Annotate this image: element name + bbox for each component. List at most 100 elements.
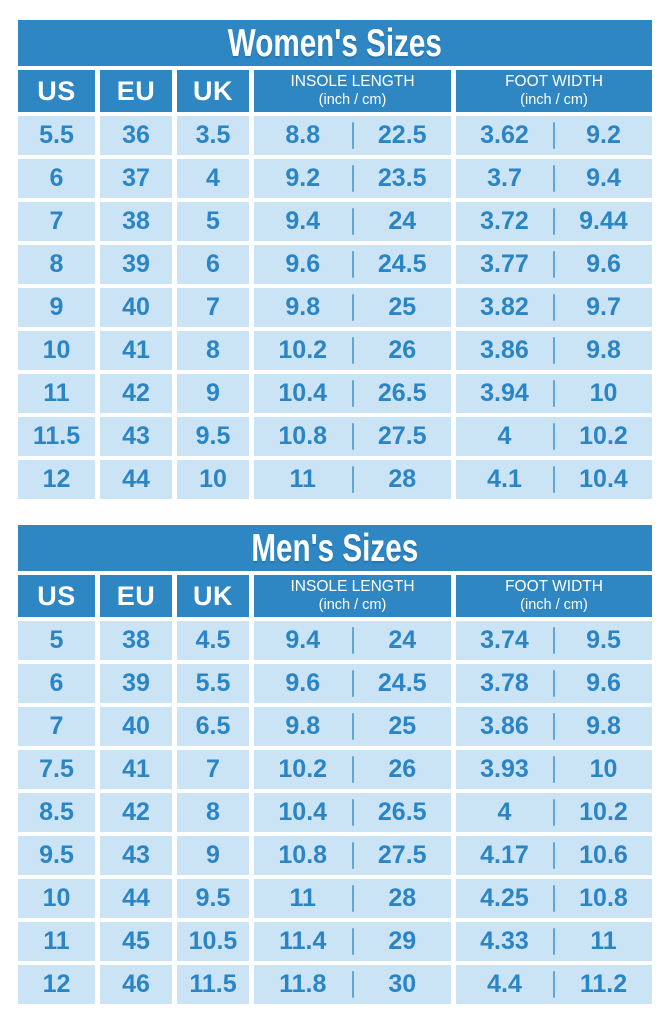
uk-size-cell: 3.5 [177,116,249,155]
uk-size-cell: 9 [177,836,249,875]
us-size-cell-value: 5 [49,626,64,654]
eu-size-cell-value: 43 [122,422,150,450]
insole-length-cell-inch-value: 10.2 [278,336,328,364]
eu-size-cell-value: 41 [122,755,150,783]
foot-width-cell: 4.1 10.4 [456,460,652,499]
unit-divider [351,713,354,740]
unit-divider [553,627,555,654]
foot-width-cell-inch-value: 4.33 [480,927,529,955]
insole-length-cell-cm-value: 24 [388,626,417,654]
insole-length-cell-cm-value: 29 [388,927,417,955]
unit-divider [553,337,555,364]
eu-size-cell-value: 40 [122,712,150,740]
uk-size-cell: 9.5 [177,417,249,456]
uk-size-cell-value: 6.5 [195,712,231,740]
us-size-cell-value: 6 [49,164,64,192]
us-size-cell-value: 11 [43,927,70,955]
womens-rows: 5.5 36 3.5 8.8 22.5 3.62 9.2 6 37 4 9.2 23.5 3.7 9.4 7… [18,116,652,499]
uk-size-cell: 4 [177,159,249,198]
eu-size-cell-value: 42 [122,798,150,826]
eu-size-cell-value: 36 [122,121,150,149]
us-size-cell-value: 8.5 [39,798,74,826]
us-size-cell-value: 12 [42,465,71,493]
unit-divider [553,756,555,783]
insole-length-cell-inch-value: 9.4 [285,626,321,654]
foot-width-cell-cm-value: 10.2 [579,422,628,450]
header-foot-units: (inch / cm) [520,596,588,613]
eu-size-cell-value: 38 [122,207,150,235]
us-size-cell-value: 7 [49,712,64,740]
uk-size-cell-value: 9.5 [195,422,231,450]
header-eu: EU [100,70,172,112]
header-us: US [18,70,95,112]
insole-length-cell-inch-value: 11.8 [279,970,327,998]
uk-size-cell-value: 4 [206,164,220,192]
insole-length-cell-inch-value: 10.4 [278,379,328,407]
unit-divider [553,713,555,740]
insole-length-cell: 9.6 24.5 [254,664,451,703]
table-title: Women's Sizes [227,21,443,65]
insole-length-cell: 10.8 27.5 [254,417,451,456]
eu-size-cell-value: 39 [122,250,150,278]
uk-size-cell: 5.5 [177,664,249,703]
uk-size-cell-value: 6 [206,250,220,278]
us-size-cell-value: 9.5 [39,841,74,869]
insole-length-cell: 9.4 24 [254,202,451,241]
womens-header-row: US EU UK INSOLE LENGTH (inch / cm) FOOT … [18,70,652,112]
uk-size-cell: 9 [177,374,249,413]
header-insole-length-label: INSOLE LENGTH [290,73,415,90]
unit-divider [553,251,555,278]
unit-divider [351,842,354,869]
insole-length-cell-cm-value: 26.5 [377,379,427,407]
us-size-cell: 9.5 [18,836,95,875]
unit-divider [351,294,354,321]
unit-divider [351,627,354,654]
insole-length-cell-inch-value: 11 [289,884,316,912]
foot-width-cell-inch-value: 4.17 [480,841,529,869]
us-size-cell: 10 [18,879,95,918]
foot-width-cell-inch-value: 3.93 [480,755,529,783]
eu-size-cell-value: 46 [122,970,150,998]
us-size-cell-value: 6 [49,669,64,697]
uk-size-cell: 5 [177,202,249,241]
eu-size-cell-value: 39 [122,669,150,697]
foot-width-cell-inch-value: 3.86 [480,712,529,740]
foot-width-cell: 3.86 9.8 [456,331,652,370]
size-row: 12 44 10 11 28 4.1 10.4 [18,460,652,499]
size-row: 10 44 9.5 11 28 4.25 10.8 [18,879,652,918]
insole-length-cell-inch-value: 10.8 [278,841,328,869]
uk-size-cell: 10 [177,460,249,499]
insole-length-cell: 9.8 25 [254,288,451,327]
insole-length-cell: 9.8 25 [254,707,451,746]
uk-size-cell: 10.5 [177,922,249,961]
uk-size-cell: 9.5 [177,879,249,918]
eu-size-cell: 38 [100,202,172,241]
foot-width-cell-cm-value: 10.8 [579,884,628,912]
eu-size-cell: 45 [100,922,172,961]
uk-size-cell-value: 5.5 [195,669,231,697]
unit-divider [553,799,555,826]
unit-divider [351,251,354,278]
insole-length-cell: 9.6 24.5 [254,245,451,284]
foot-width-cell: 3.7 9.4 [456,159,652,198]
insole-length-cell-inch-value: 11 [289,465,316,493]
size-row: 10 41 8 10.2 26 3.86 9.8 [18,331,652,370]
unit-divider [553,380,555,407]
uk-size-cell: 4.5 [177,621,249,660]
eu-size-cell: 42 [100,793,172,832]
us-size-cell: 7 [18,202,95,241]
unit-divider [351,670,354,697]
foot-width-cell-cm-value: 9.8 [586,712,621,740]
size-row: 9.5 43 9 10.8 27.5 4.17 10.6 [18,836,652,875]
foot-width-cell: 3.94 10 [456,374,652,413]
size-row: 7.5 41 7 10.2 26 3.93 10 [18,750,652,789]
eu-size-cell: 41 [100,750,172,789]
womens-table-title-bar: Women's Sizes [18,20,652,66]
insole-length-cell-cm-value: 24.5 [377,669,427,697]
us-size-cell: 11 [18,922,95,961]
unit-divider [553,208,555,235]
foot-width-cell: 3.86 9.8 [456,707,652,746]
unit-divider [553,670,555,697]
us-size-cell: 6 [18,664,95,703]
